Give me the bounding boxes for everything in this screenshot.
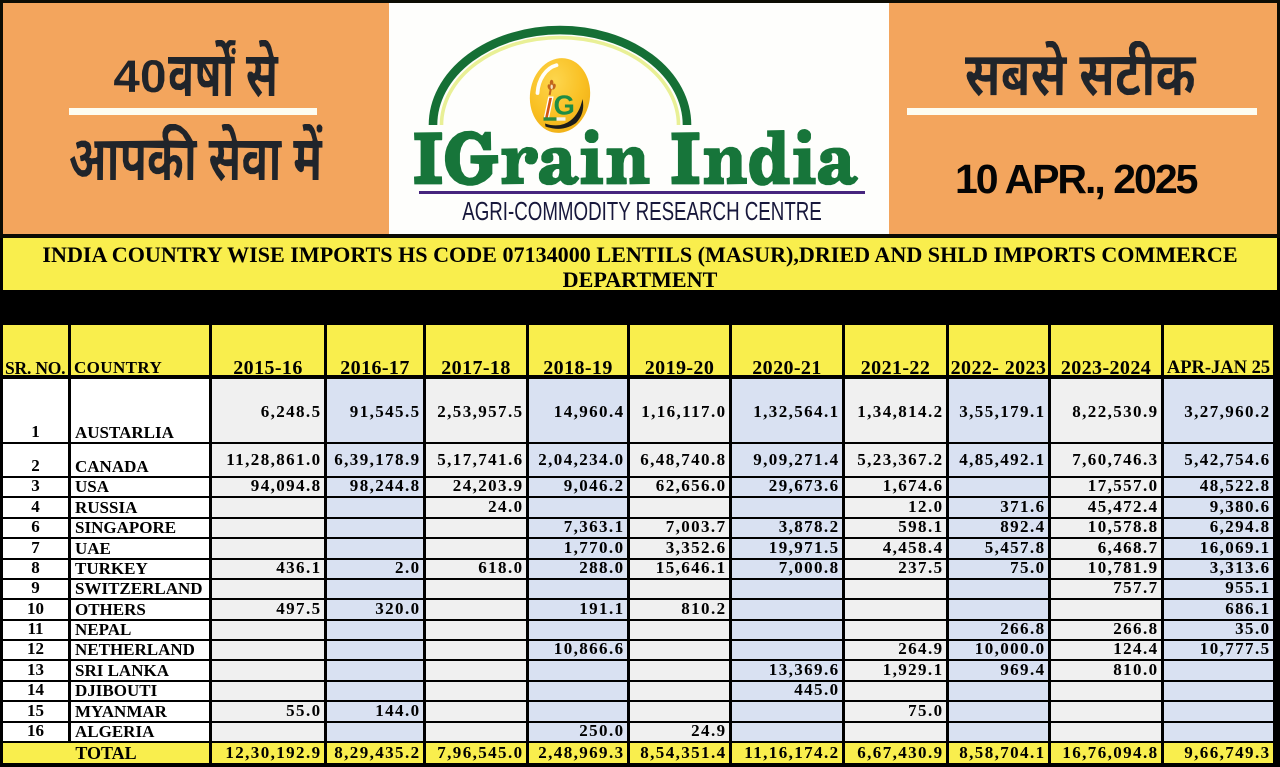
svg-text:G: G — [554, 90, 575, 121]
